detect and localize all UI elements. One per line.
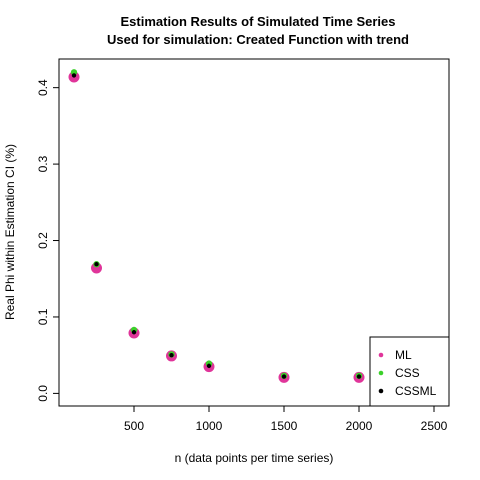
legend-entries: ML CSS CSSML [378,348,437,398]
x-tick-label: 2500 [421,419,448,433]
legend: ML CSS CSSML [369,336,450,407]
data-point [356,374,362,379]
y-tick-label: 0.2 [36,232,50,249]
data-point [206,363,212,369]
x-tick-label: 500 [124,419,144,433]
data-point [169,352,174,358]
data-point [94,262,99,267]
legend-marker [378,388,384,394]
y-axis-label: Real Phi within Estimation CI (%) [3,144,17,320]
x-axis-label: n (data points per time series) [175,451,334,465]
y-axis: 0.0 0.1 0.2 0.3 0.4 [36,79,60,402]
y-tick-label: 0.3 [36,155,50,172]
legend-marker [378,370,384,376]
chart-subtitle: Used for simulation: Created Function wi… [107,32,409,47]
y-tick-label: 0.1 [36,308,50,325]
legend-label: CSS [395,366,420,380]
x-tick-label: 1000 [196,419,223,433]
x-tick-label: 1500 [271,419,298,433]
data-point [281,374,287,379]
series-cssml [71,73,362,379]
y-tick-label: 0.4 [36,79,50,96]
data-points [68,69,365,383]
legend-marker [378,352,384,358]
legend-label: ML [395,348,412,362]
chart-title: Estimation Results of Simulated Time Ser… [120,14,395,29]
data-point [131,330,137,335]
legend-label: CSSML [395,384,437,398]
legend-box [369,336,450,407]
x-tick-label: 2000 [346,419,373,433]
y-tick-label: 0.0 [36,385,50,402]
data-point [71,73,77,78]
